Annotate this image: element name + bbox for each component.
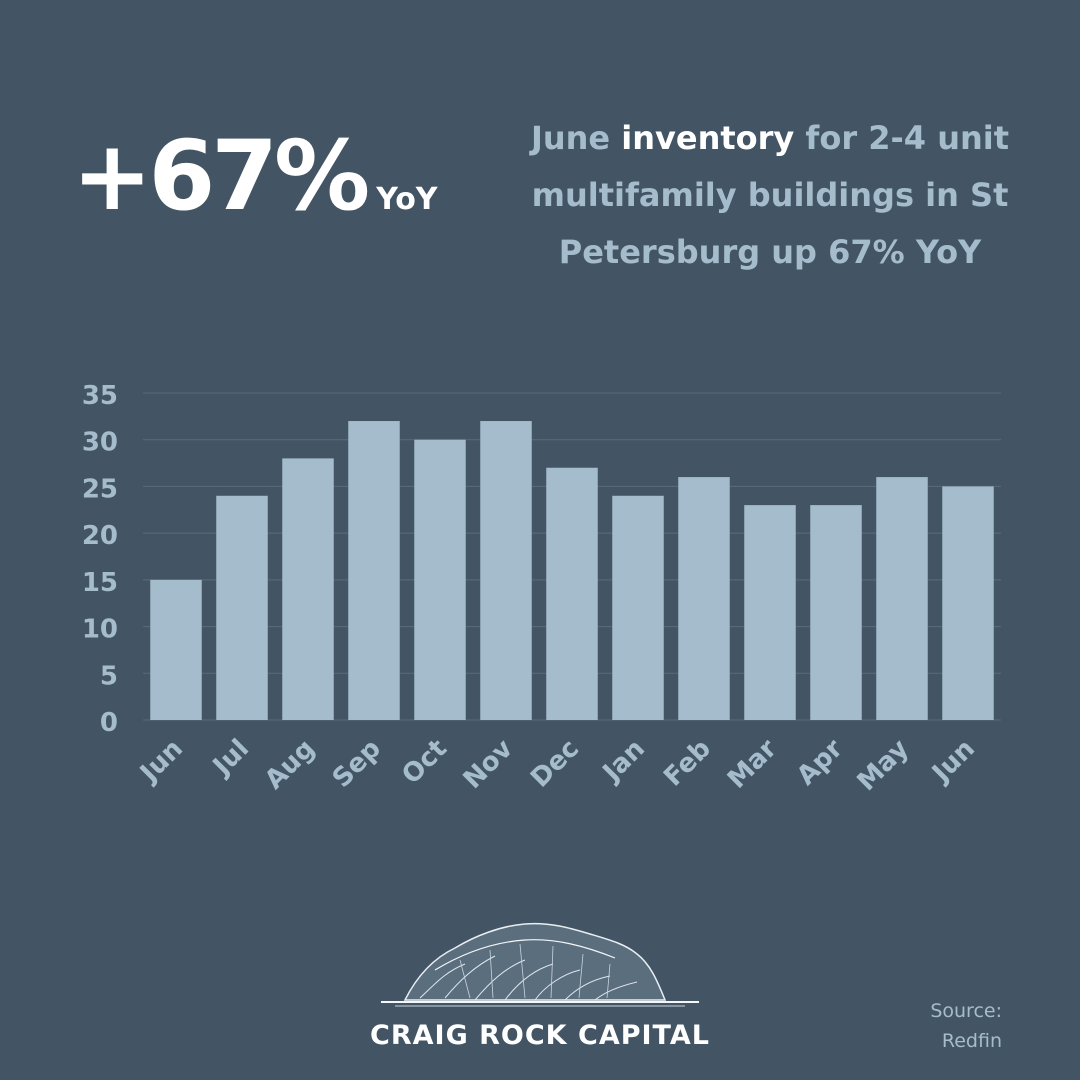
source-name: Redfin [941,1030,1002,1052]
y-tick-label: 20 [82,521,118,551]
headline-text: June inventory for 2-4 unit multifamily … [505,110,1035,281]
stat-unit: YoY [376,182,438,217]
x-tick-label: Mar [722,734,783,795]
headline-before: June [530,119,622,157]
x-tick-label: Aug [259,734,321,796]
bar-3-sep [348,421,400,720]
bar-6-dec [546,467,598,720]
bar-9-mar [744,505,796,720]
source-credit: Source: Redfin [930,996,1002,1056]
bar-12-jun [942,486,994,720]
y-tick-label: 30 [82,428,118,458]
brand-name: CRAIG ROCK CAPITAL [370,1020,710,1051]
x-tick-label: Dec [525,734,585,794]
bar-4-oct [414,439,466,720]
rock-mountain-icon [381,922,699,1007]
bar-1-jul [216,495,268,720]
bar-11-may [876,477,928,720]
x-tick-label: Jun [133,734,189,790]
x-tick-label: Sep [327,734,387,794]
y-tick-label: 35 [82,381,118,411]
x-tick-label: Jul [206,734,255,783]
headline-stat: +67% YoY [72,128,438,224]
bar-chart: 0 5 10 15 20 25 30 35 Jun Jul Aug Sep Oct Nov Dec Jan Fe… [82,381,1001,797]
bar-10-apr [810,505,862,720]
stat-value: +67% [72,120,370,232]
x-tick-label: Nov [458,734,519,795]
x-tick-label: May [852,734,915,797]
y-tick-label: 0 [100,708,118,738]
y-tick-label: 25 [82,474,118,504]
x-tick-label: Jun [925,734,981,790]
bar-7-jan [612,495,664,720]
y-tick-label: 5 [100,661,118,691]
x-tick-label: Jan [596,734,651,789]
bar-5-nov [480,421,532,720]
x-tick-label: Apr [791,734,849,792]
y-tick-label: 10 [82,615,118,645]
headline-after: for 2-4 unit multifamily buildings in St… [531,119,1010,271]
source-label: Source: [930,1000,1002,1022]
brand-logo [375,920,705,1014]
x-tick-label: Oct [396,734,453,791]
bar-0-jun [150,579,202,720]
bar-8-feb [678,477,730,720]
bar-2-aug [282,458,334,720]
headline-highlight: inventory [621,119,795,157]
x-tick-label: Feb [658,734,717,793]
y-tick-label: 15 [82,568,118,598]
